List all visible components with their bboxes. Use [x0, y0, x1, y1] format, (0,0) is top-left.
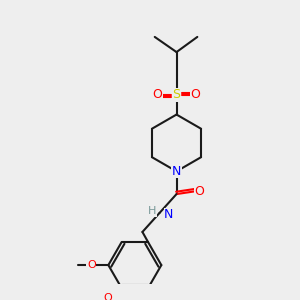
Text: S: S [172, 88, 181, 101]
Text: O: O [87, 260, 96, 270]
Text: N: N [172, 165, 181, 178]
Text: H: H [148, 206, 157, 216]
Text: O: O [190, 88, 200, 101]
Text: O: O [153, 88, 163, 101]
Text: O: O [103, 292, 112, 300]
Text: N: N [164, 208, 174, 221]
Text: O: O [194, 185, 204, 198]
